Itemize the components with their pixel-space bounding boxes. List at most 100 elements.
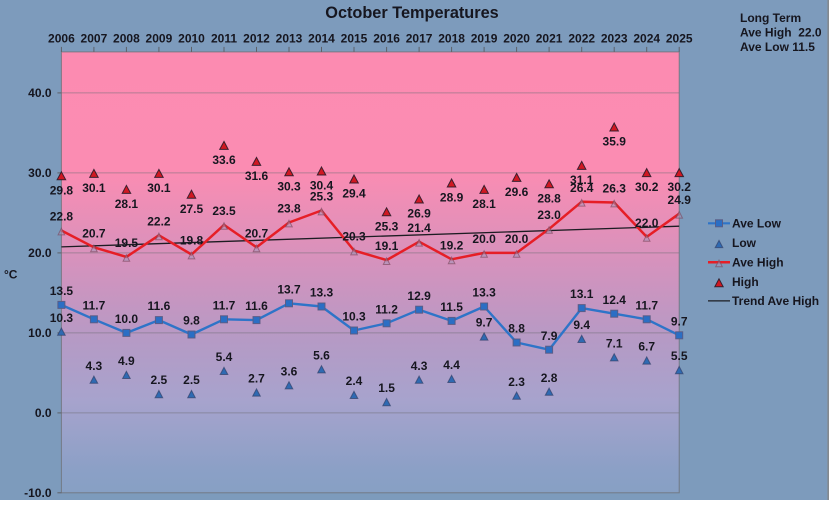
svg-text:9.4: 9.4 (573, 318, 590, 332)
svg-text:20.3: 20.3 (342, 230, 366, 244)
svg-text:25.3: 25.3 (310, 190, 334, 204)
svg-text:2.8: 2.8 (541, 371, 558, 385)
svg-text:31.6: 31.6 (245, 169, 269, 183)
svg-text:0.0: 0.0 (35, 406, 52, 420)
svg-text:11.7: 11.7 (635, 298, 658, 312)
svg-text:10.3: 10.3 (342, 310, 366, 324)
svg-text:5.4: 5.4 (216, 350, 233, 364)
svg-text:11.6: 11.6 (148, 299, 171, 313)
svg-text:10.3: 10.3 (50, 311, 74, 325)
svg-text:Ave Low 11.5: Ave Low 11.5 (740, 40, 815, 54)
svg-text:22.2: 22.2 (147, 214, 171, 228)
svg-text:21.4: 21.4 (407, 221, 431, 235)
svg-text:20.7: 20.7 (82, 226, 106, 240)
svg-text:2.4: 2.4 (346, 374, 363, 388)
svg-text:3.6: 3.6 (281, 364, 298, 378)
svg-text:2017: 2017 (406, 31, 433, 45)
svg-text:2025: 2025 (666, 31, 693, 45)
svg-text:2012: 2012 (243, 31, 270, 45)
svg-text:4.4: 4.4 (443, 358, 460, 372)
svg-text:29.4: 29.4 (342, 187, 366, 201)
svg-text:19.8: 19.8 (180, 234, 204, 248)
svg-text:°C: °C (4, 267, 18, 281)
svg-text:20.0: 20.0 (505, 232, 529, 246)
svg-text:26.4: 26.4 (570, 181, 594, 195)
svg-text:2015: 2015 (341, 31, 368, 45)
svg-text:7.9: 7.9 (541, 329, 558, 343)
svg-text:20.7: 20.7 (245, 226, 269, 240)
svg-text:6.7: 6.7 (638, 340, 655, 354)
svg-text:19.1: 19.1 (375, 239, 399, 253)
svg-text:9.8: 9.8 (183, 314, 200, 328)
svg-text:40.0: 40.0 (28, 86, 52, 100)
svg-text:23.5: 23.5 (212, 204, 236, 218)
svg-text:13.3: 13.3 (472, 286, 496, 300)
svg-text:11.5: 11.5 (440, 300, 463, 314)
svg-text:4.3: 4.3 (411, 359, 428, 373)
svg-text:29.8: 29.8 (50, 183, 74, 197)
svg-text:13.3: 13.3 (310, 286, 334, 300)
svg-text:Long Term: Long Term (740, 11, 801, 25)
svg-text:12.4: 12.4 (603, 293, 627, 307)
svg-text:2016: 2016 (373, 31, 400, 45)
svg-text:7.1: 7.1 (606, 336, 623, 350)
svg-text:26.9: 26.9 (407, 207, 431, 221)
svg-text:19.2: 19.2 (440, 238, 464, 252)
svg-text:30.2: 30.2 (635, 180, 659, 194)
svg-text:33.6: 33.6 (212, 153, 236, 167)
svg-text:Ave Low: Ave Low (732, 217, 782, 231)
svg-text:23.0: 23.0 (537, 208, 561, 222)
svg-text:2.5: 2.5 (151, 373, 168, 387)
svg-text:4.9: 4.9 (118, 354, 135, 368)
svg-text:9.7: 9.7 (671, 314, 688, 328)
svg-text:28.1: 28.1 (472, 197, 496, 211)
svg-text:20.0: 20.0 (28, 246, 52, 260)
svg-text:Ave High: Ave High (732, 256, 784, 270)
svg-text:35.9: 35.9 (603, 135, 627, 149)
svg-text:12.9: 12.9 (407, 289, 431, 303)
svg-text:2008: 2008 (113, 31, 140, 45)
svg-text:28.8: 28.8 (537, 191, 561, 205)
svg-text:8.8: 8.8 (508, 322, 525, 336)
svg-text:10.0: 10.0 (28, 326, 52, 340)
svg-text:2014: 2014 (308, 31, 335, 45)
svg-text:22.0: 22.0 (635, 216, 659, 230)
svg-text:High: High (732, 275, 759, 289)
svg-text:30.1: 30.1 (147, 181, 171, 195)
svg-text:2024: 2024 (633, 31, 660, 45)
svg-text:11.6: 11.6 (245, 299, 268, 313)
svg-text:13.1: 13.1 (570, 287, 594, 301)
svg-text:1.5: 1.5 (378, 381, 395, 395)
svg-text:13.7: 13.7 (277, 282, 301, 296)
svg-text:31.1: 31.1 (570, 173, 594, 187)
svg-text:October Temperatures: October Temperatures (325, 4, 498, 22)
svg-text:Trend Ave High: Trend Ave High (732, 294, 819, 308)
svg-text:30.3: 30.3 (277, 179, 301, 193)
svg-text:5.5: 5.5 (671, 349, 688, 363)
svg-text:-10.0: -10.0 (24, 486, 52, 500)
svg-text:22.8: 22.8 (50, 210, 74, 224)
svg-text:27.5: 27.5 (180, 202, 204, 216)
svg-text:2007: 2007 (81, 31, 108, 45)
svg-text:Low: Low (732, 236, 757, 250)
svg-text:2018: 2018 (438, 31, 465, 45)
svg-text:2.3: 2.3 (508, 375, 525, 389)
svg-text:2019: 2019 (471, 31, 498, 45)
svg-text:4.3: 4.3 (86, 359, 103, 373)
svg-text:9.7: 9.7 (476, 316, 493, 330)
svg-text:2.7: 2.7 (248, 372, 265, 386)
svg-text:20.0: 20.0 (472, 232, 496, 246)
svg-text:30.0: 30.0 (28, 166, 52, 180)
svg-text:2.5: 2.5 (183, 373, 200, 387)
svg-text:2021: 2021 (536, 31, 563, 45)
svg-text:2011: 2011 (211, 31, 237, 45)
svg-text:30.2: 30.2 (668, 180, 692, 194)
svg-text:28.9: 28.9 (440, 191, 464, 205)
svg-text:29.6: 29.6 (505, 185, 529, 199)
svg-text:5.6: 5.6 (313, 348, 330, 362)
svg-text:2010: 2010 (178, 31, 205, 45)
svg-text:28.1: 28.1 (115, 197, 139, 211)
svg-text:11.7: 11.7 (213, 298, 236, 312)
svg-text:2020: 2020 (503, 31, 530, 45)
svg-text:19.5: 19.5 (115, 236, 139, 250)
